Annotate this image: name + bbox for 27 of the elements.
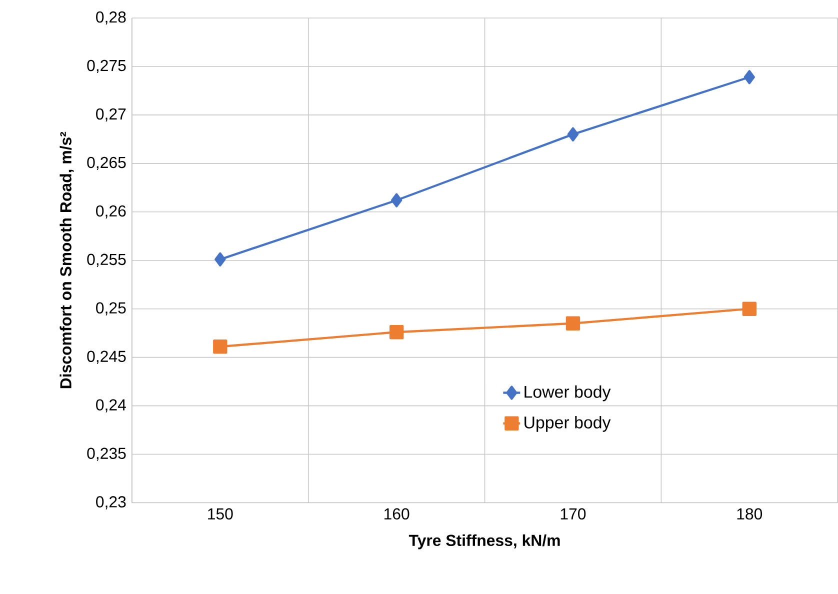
point bbox=[389, 325, 404, 340]
y-tick-label: 0,23 bbox=[96, 496, 126, 510]
x-axis-title: Tyre Stiffness, kN/m bbox=[408, 534, 560, 550]
y-tick-label: 0,27 bbox=[96, 108, 126, 122]
y-tick-label: 0,24 bbox=[96, 399, 126, 413]
point bbox=[744, 70, 755, 84]
point bbox=[567, 127, 579, 142]
y-tick-label: 0,25 bbox=[96, 302, 126, 316]
point bbox=[742, 302, 756, 316]
x-tick-label: 180 bbox=[737, 508, 762, 520]
x-tick-label: 170 bbox=[560, 508, 586, 520]
point bbox=[214, 252, 226, 267]
y-tick-label: 0,235 bbox=[87, 448, 126, 461]
point bbox=[566, 316, 580, 331]
legend-label: Upper body bbox=[524, 416, 611, 432]
x-tick-label: 160 bbox=[384, 508, 410, 520]
y-tick-label: 0,26 bbox=[96, 205, 126, 219]
point bbox=[390, 193, 402, 208]
point bbox=[213, 340, 228, 354]
y-tick-label: 0,275 bbox=[87, 60, 126, 74]
x-tick-label: 150 bbox=[208, 508, 233, 520]
y-tick-label: 0,255 bbox=[87, 254, 126, 268]
y-axis-title: Discomfort on Smooth Road, m/s² bbox=[60, 132, 74, 388]
y-tick-label: 0,28 bbox=[96, 12, 126, 25]
legend-label: Lower body bbox=[524, 386, 611, 402]
y-tick-label: 0,265 bbox=[87, 156, 126, 170]
y-tick-label: 0,245 bbox=[87, 350, 126, 364]
